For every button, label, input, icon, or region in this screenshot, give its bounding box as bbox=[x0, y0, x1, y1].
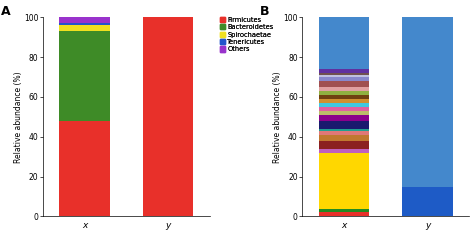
Bar bbox=[319, 107, 369, 111]
Y-axis label: Relative abundance (%): Relative abundance (%) bbox=[273, 71, 282, 163]
Bar bbox=[319, 129, 369, 131]
Bar bbox=[402, 186, 453, 216]
Bar bbox=[319, 13, 369, 69]
Bar bbox=[319, 111, 369, 115]
Legend: Firmicutes, Bacteroidetes, Spirochaetae, Tenericutes, Others: Firmicutes, Bacteroidetes, Spirochaetae,… bbox=[220, 16, 273, 52]
Bar bbox=[319, 141, 369, 149]
Bar bbox=[319, 209, 369, 213]
Bar bbox=[59, 17, 109, 23]
Y-axis label: Relative abundance (%): Relative abundance (%) bbox=[14, 71, 23, 163]
Bar bbox=[319, 95, 369, 99]
Bar bbox=[319, 73, 369, 75]
Bar bbox=[319, 87, 369, 91]
Bar bbox=[319, 115, 369, 121]
Bar bbox=[319, 77, 369, 81]
Bar bbox=[319, 69, 369, 73]
Bar bbox=[319, 75, 369, 77]
Bar bbox=[319, 103, 369, 107]
Bar bbox=[319, 149, 369, 153]
Bar bbox=[319, 91, 369, 95]
Bar bbox=[59, 23, 109, 25]
Bar bbox=[319, 135, 369, 141]
Bar bbox=[319, 213, 369, 216]
Bar bbox=[319, 99, 369, 103]
Text: B: B bbox=[260, 5, 270, 18]
Bar bbox=[59, 121, 109, 216]
Bar bbox=[319, 81, 369, 87]
Bar bbox=[402, 17, 453, 186]
Bar bbox=[319, 131, 369, 135]
Bar bbox=[59, 31, 109, 121]
Bar bbox=[319, 121, 369, 129]
Bar bbox=[143, 17, 193, 216]
Bar bbox=[59, 25, 109, 31]
Bar bbox=[319, 153, 369, 209]
Text: A: A bbox=[1, 5, 10, 18]
